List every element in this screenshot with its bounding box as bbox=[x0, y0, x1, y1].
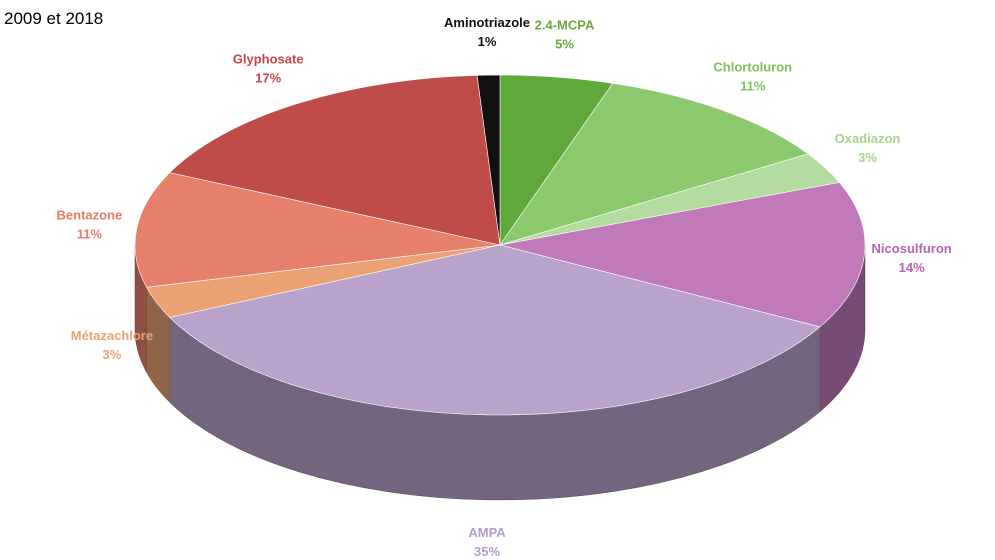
slice-label: Nicosulfuron bbox=[872, 241, 952, 256]
slice-value-label: 11% bbox=[77, 226, 103, 241]
slice-label: Métazachlore bbox=[71, 328, 153, 343]
slice-label: Glyphosate bbox=[233, 52, 304, 67]
slice bbox=[499, 82, 809, 246]
slice-label: Chlortoluron bbox=[713, 60, 792, 75]
slice bbox=[134, 172, 501, 288]
slice bbox=[169, 75, 501, 246]
slice-value-label: 3% bbox=[103, 347, 122, 362]
chart-title: 2009 et 2018 bbox=[4, 9, 103, 28]
slice-label: Oxadiazon bbox=[835, 131, 901, 146]
slice-value-label: 5% bbox=[555, 37, 574, 52]
slice bbox=[169, 244, 821, 416]
slice-label: AMPA bbox=[468, 525, 506, 540]
slice-label: Bentazone bbox=[57, 207, 123, 222]
slice-value-label: 11% bbox=[740, 79, 766, 94]
slice bbox=[476, 74, 501, 246]
slice-value-label: 1% bbox=[478, 34, 497, 49]
slice-label: 2.4-MCPA bbox=[535, 18, 595, 33]
slice-value-label: 3% bbox=[858, 150, 877, 165]
slice-value-label: 35% bbox=[474, 544, 500, 559]
slice-value-label: 17% bbox=[255, 71, 281, 86]
slice-value-label: 14% bbox=[899, 260, 925, 275]
slice bbox=[499, 182, 866, 328]
slice-label: Aminotriazole bbox=[444, 15, 530, 30]
